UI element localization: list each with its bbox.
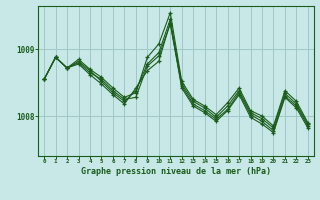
X-axis label: Graphe pression niveau de la mer (hPa): Graphe pression niveau de la mer (hPa) [81, 167, 271, 176]
